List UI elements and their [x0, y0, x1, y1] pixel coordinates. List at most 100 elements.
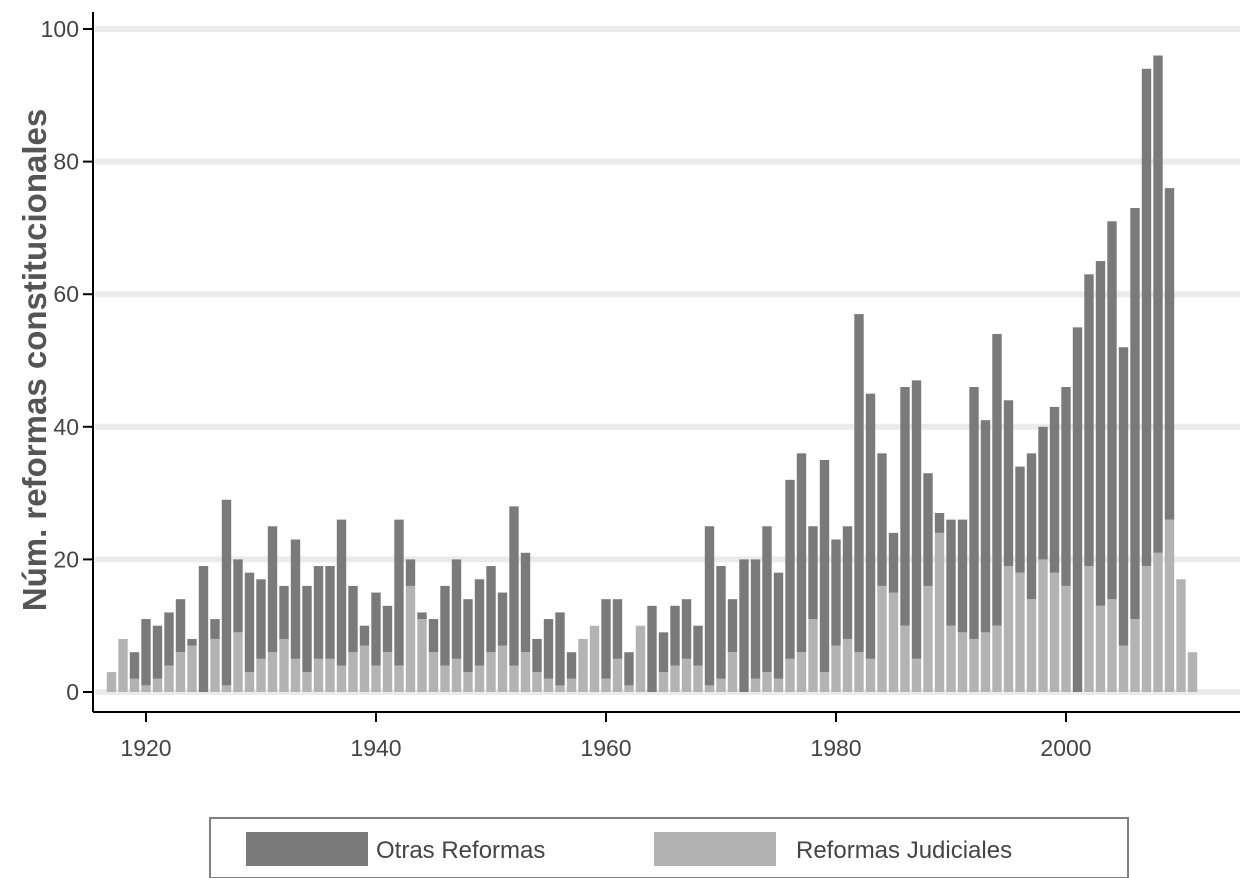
x-tick-label: 1920 [120, 735, 171, 761]
bar-otras [773, 572, 784, 679]
grid-lines [95, 26, 1240, 695]
bar-otras [509, 506, 519, 666]
y-tick-label: 80 [53, 149, 79, 175]
bar-judiciales [601, 678, 611, 692]
bar-judiciales [1049, 572, 1060, 692]
bar-otras [704, 526, 715, 686]
bar-judiciales [750, 678, 761, 692]
bar-judiciales [624, 685, 634, 692]
bar-otras [911, 380, 922, 659]
bar-otras [244, 572, 255, 673]
bar-judiciales [865, 658, 876, 692]
bar-otras [451, 559, 462, 659]
bar-judiciales [520, 652, 531, 692]
bar-judiciales [267, 652, 278, 692]
bar-otras [1026, 453, 1037, 600]
bar-otras [969, 387, 979, 639]
bar-judiciales [210, 638, 220, 692]
bar-otras [946, 519, 956, 626]
bar-judiciales [509, 665, 519, 692]
bar-judiciales [900, 625, 910, 692]
bar-judiciales [992, 625, 1002, 692]
bar-judiciales [566, 678, 577, 692]
bar-otras [1049, 406, 1060, 573]
bar-otras [1015, 466, 1025, 573]
bar-otras [313, 566, 324, 659]
bar-judiciales [727, 652, 738, 692]
bar-otras [1141, 68, 1152, 567]
x-tick-label: 1940 [350, 735, 401, 761]
bar-otras [1107, 221, 1117, 600]
bar-judiciales [451, 658, 462, 692]
y-tick-label: 0 [66, 679, 79, 705]
bar-otras [187, 638, 197, 646]
bar-judiciales [578, 638, 588, 692]
bar-judiciales [1084, 566, 1094, 692]
bar-otras [934, 512, 945, 533]
bar-otras [129, 652, 140, 679]
bar-judiciales [106, 672, 117, 692]
bar-otras [1061, 387, 1071, 586]
bar-otras [348, 585, 358, 653]
bar-judiciales [773, 678, 784, 692]
axes [83, 12, 1240, 722]
bar-otras [198, 566, 209, 692]
bar-judiciales [302, 672, 312, 692]
bar-judiciales [187, 645, 197, 692]
bar-otras [428, 619, 439, 653]
bar-judiciales [394, 665, 404, 692]
bar-judiciales [486, 652, 496, 692]
bar-judiciales [854, 652, 864, 692]
bar-otras [164, 612, 174, 666]
bar-judiciales [1141, 566, 1152, 692]
bar-otras [417, 612, 427, 620]
bar-judiciales [175, 652, 186, 692]
bar-otras [175, 599, 186, 653]
x-tick-label: 1980 [810, 735, 861, 761]
bar-otras [532, 638, 542, 673]
y-tick-label: 20 [53, 546, 79, 572]
bar-otras [957, 519, 968, 633]
bar-judiciales [808, 619, 818, 692]
bar-judiciales [463, 672, 473, 692]
bar-otras [141, 619, 151, 686]
bar-judiciales [716, 678, 726, 692]
bar-otras [658, 632, 669, 673]
bar-otras [1072, 327, 1083, 692]
bar-otras [497, 592, 508, 646]
x-tick-label: 1960 [580, 735, 631, 761]
bar-otras [739, 559, 749, 692]
bar-judiciales [819, 672, 830, 692]
bar-judiciales [1095, 605, 1106, 692]
bar-otras [267, 526, 278, 653]
legend-label-judiciales: Reformas Judiciales [796, 837, 1012, 864]
bar-otras [1164, 188, 1175, 520]
bar-otras [325, 566, 335, 659]
bar-otras [877, 453, 887, 586]
bar-otras [290, 539, 301, 659]
bar-judiciales [1153, 552, 1163, 692]
bar-judiciales [831, 645, 841, 692]
bar-judiciales [785, 658, 795, 692]
tick-labels: 0 20 40 60 80 100 1920 1940 1960 1980 2000 [41, 16, 1092, 761]
bar-judiciales [1003, 566, 1014, 692]
bar-judiciales [129, 678, 140, 692]
bar-judiciales [152, 678, 163, 692]
bar-judiciales [118, 638, 128, 692]
y-tick-label: 40 [53, 414, 79, 440]
bar-otras [1038, 426, 1048, 560]
bar-otras [221, 499, 232, 686]
bar-otras [750, 559, 761, 679]
bar-otras [520, 552, 531, 653]
bar-otras [371, 592, 381, 666]
bar-judiciales [313, 658, 324, 692]
bar-otras [681, 599, 692, 659]
x-tick-label: 2000 [1040, 735, 1091, 761]
bar-otras [486, 566, 496, 653]
bar-otras [543, 619, 554, 679]
bar-judiciales [164, 665, 174, 692]
bar-otras [152, 625, 163, 679]
bar-otras [1003, 400, 1014, 567]
bar-otras [359, 625, 370, 646]
